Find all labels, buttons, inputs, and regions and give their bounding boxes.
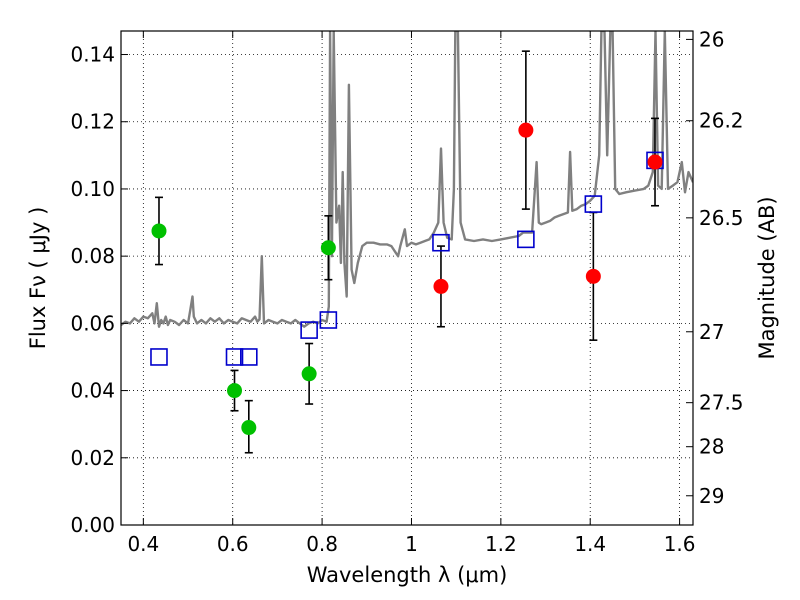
green-data-point (151, 223, 167, 239)
axis-ticks: 0.4 0.6 0.8 1 1.2 1.4 1.6 0.00 0.02 0.04 0.06 0.08 0… (70, 27, 743, 556)
y-tick-label: 0.00 (70, 513, 115, 537)
green-data-point (227, 383, 243, 399)
red-data-point (518, 122, 534, 138)
y2-tick-label: 27.5 (699, 391, 744, 415)
y-tick-label: 0.08 (70, 244, 115, 268)
x-tick-label: 1.4 (574, 532, 606, 556)
x-tick-label: 0.4 (127, 532, 159, 556)
x-tick-label: 1.2 (485, 532, 517, 556)
y2-tick-label: 29 (699, 484, 724, 508)
y2-axis-label: Magnitude (AB) (755, 196, 779, 359)
y-tick-label: 0.04 (70, 379, 115, 403)
x-axis-label: Wavelength λ (μm) (307, 563, 508, 587)
x-tick-label: 0.8 (306, 532, 338, 556)
y-tick-label: 0.14 (70, 43, 115, 67)
green-data-point (320, 240, 336, 256)
model-photometry-square (240, 348, 258, 366)
y-tick-label: 0.10 (70, 177, 115, 201)
model-photometry-square (432, 233, 450, 252)
x-tick-label: 0.6 (217, 532, 249, 556)
red-data-point (433, 278, 449, 294)
model-photometry-square (319, 311, 338, 329)
red-data-point (647, 154, 663, 170)
model-spectrum-line (121, 31, 693, 328)
y2-tick-label: 26.5 (699, 206, 744, 230)
red-data-point (585, 268, 601, 284)
y-tick-label: 0.02 (70, 446, 115, 470)
model-photometry-square (300, 321, 318, 339)
grid-lines (121, 31, 693, 525)
y-tick-label: 0.12 (70, 110, 115, 134)
y-axis-label: Flux Fν ( μJy ) (26, 207, 50, 350)
y-tick-label: 0.06 (70, 311, 115, 335)
x-tick-label: 1 (405, 532, 418, 556)
model-photometry-square (584, 195, 603, 213)
model-photometry-square (150, 348, 168, 366)
plot-area (121, 31, 693, 454)
y2-tick-label: 26.2 (699, 109, 744, 133)
green-data-point (241, 420, 257, 436)
green-data-point (301, 366, 317, 382)
y2-tick-label: 27 (699, 320, 724, 344)
axes-frame (120, 30, 694, 526)
y2-tick-label: 26 (699, 27, 724, 51)
x-tick-label: 1.6 (664, 532, 696, 556)
y2-tick-label: 28 (699, 435, 724, 459)
model-photometry-square (225, 348, 244, 366)
model-photometry-square (517, 230, 535, 249)
